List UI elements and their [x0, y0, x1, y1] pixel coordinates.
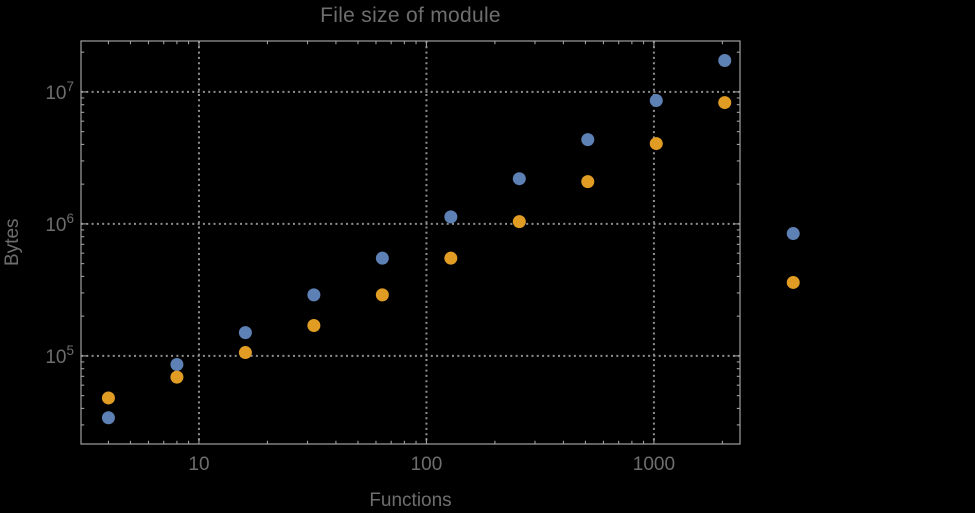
- x-axis-label: Functions: [369, 490, 452, 511]
- data-point-blue-32: [307, 288, 321, 302]
- data-point-blue-4096: [786, 227, 800, 241]
- x-tick-label-1000: 1000: [633, 454, 675, 475]
- x-tick-label-100: 100: [411, 454, 443, 475]
- data-point-orange-64: [375, 288, 389, 302]
- y-tick-label-1e6: 106: [45, 211, 74, 236]
- data-point-orange-256: [512, 215, 526, 229]
- data-point-orange-1024: [649, 137, 663, 151]
- data-point-blue-1024: [649, 94, 663, 108]
- y-tick-label-1e5: 105: [45, 343, 74, 368]
- data-point-blue-2048: [718, 53, 732, 67]
- data-point-blue-512: [581, 133, 595, 147]
- data-point-orange-16: [238, 346, 252, 360]
- plot-frame: [80, 40, 741, 445]
- data-point-orange-128: [444, 251, 458, 265]
- chart-title: File size of module: [320, 4, 501, 27]
- data-point-orange-512: [581, 175, 595, 189]
- data-point-orange-8: [170, 370, 184, 384]
- data-point-orange-32: [307, 318, 321, 332]
- y-axis-label: Bytes: [2, 218, 23, 267]
- data-point-orange-4: [101, 391, 115, 405]
- data-point-orange-4096: [786, 275, 800, 289]
- data-point-blue-8: [170, 358, 184, 372]
- y-tick-label-1e7: 107: [45, 79, 74, 104]
- data-point-blue-128: [444, 210, 458, 224]
- data-point-blue-256: [512, 172, 526, 186]
- data-point-orange-2048: [718, 96, 732, 110]
- data-point-blue-4: [101, 411, 115, 425]
- x-tick-label-10: 10: [188, 454, 209, 475]
- data-point-blue-64: [375, 251, 389, 265]
- data-point-blue-16: [238, 326, 252, 340]
